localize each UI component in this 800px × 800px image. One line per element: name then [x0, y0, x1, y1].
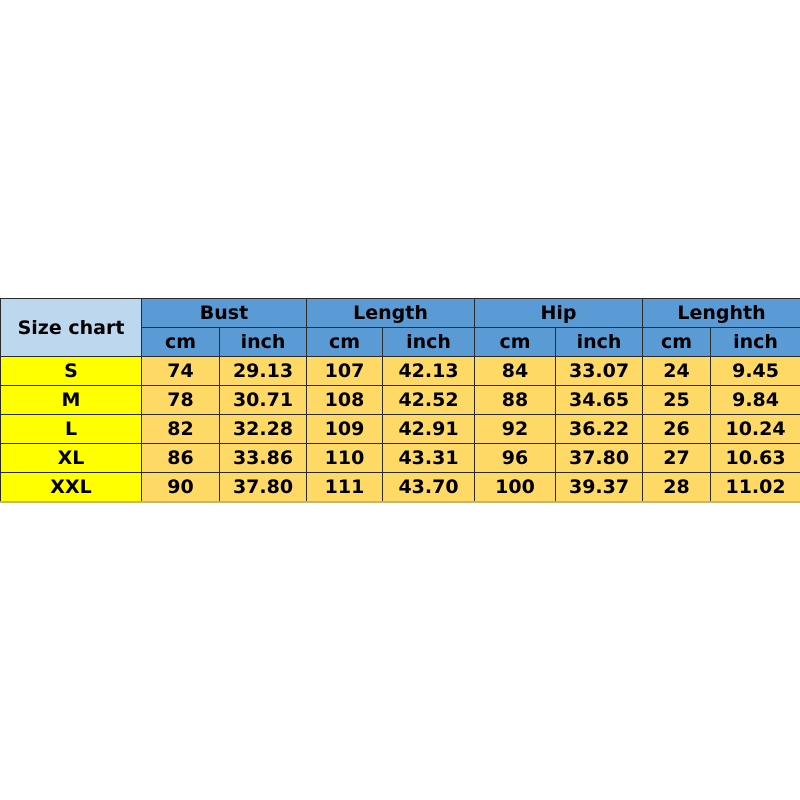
size-cell: S	[0, 356, 142, 386]
unit-header: cm	[306, 327, 383, 357]
corner-label: Size chart	[0, 298, 142, 357]
value-cell: 82	[141, 414, 220, 444]
value-cell: 24	[642, 356, 712, 386]
value-cell: 78	[141, 385, 220, 415]
group-header-lenghth: Lenghth	[642, 298, 800, 328]
size-cell: M	[0, 385, 142, 415]
value-cell: 32.28	[219, 414, 307, 444]
size-chart-table: Size chart Bust Length Hip Lenghth cm inc…	[0, 298, 800, 503]
value-cell: 86	[141, 443, 220, 473]
table-row: XL 86 33.86 110 43.31 96 37.80 27 10.63	[0, 443, 800, 473]
value-cell: 74	[141, 356, 220, 386]
value-cell: 96	[474, 443, 557, 473]
value-cell: 100	[474, 472, 557, 503]
unit-header: inch	[219, 327, 307, 357]
value-cell: 107	[306, 356, 383, 386]
value-cell: 42.52	[381, 385, 476, 415]
value-cell: 43.70	[381, 472, 476, 503]
unit-header-row: cm inch cm inch cm inch cm inch	[1, 327, 800, 357]
value-cell: 42.91	[381, 414, 476, 444]
unit-header: inch	[710, 327, 800, 357]
unit-header: inch	[381, 327, 476, 357]
value-cell: 90	[141, 472, 220, 503]
value-cell: 108	[306, 385, 383, 415]
value-cell: 84	[474, 356, 557, 386]
value-cell: 25	[642, 385, 712, 415]
size-cell: XXL	[0, 472, 142, 503]
value-cell: 10.24	[710, 414, 800, 444]
value-cell: 39.37	[555, 472, 644, 503]
value-cell: 92	[474, 414, 557, 444]
value-cell: 42.13	[381, 356, 476, 386]
value-cell: 27	[642, 443, 712, 473]
value-cell: 11.02	[710, 472, 800, 503]
unit-header: inch	[555, 327, 644, 357]
table-row: S 74 29.13 107 42.13 84 33.07 24 9.45	[0, 356, 800, 386]
group-header-length: Length	[305, 298, 476, 328]
value-cell: 30.71	[219, 385, 307, 415]
value-cell: 88	[474, 385, 557, 415]
value-cell: 33.86	[219, 443, 307, 473]
unit-header: cm	[141, 327, 220, 357]
value-cell: 37.80	[555, 443, 644, 473]
value-cell: 26	[642, 414, 712, 444]
table-row: XXL 90 37.80 111 43.70 100 39.37 28 11.02	[0, 472, 800, 503]
value-cell: 110	[306, 443, 383, 473]
table-row: M 78 30.71 108 42.52 88 34.65 25 9.84	[0, 385, 800, 415]
value-cell: 28	[642, 472, 712, 503]
table-row: L 82 32.28 109 42.91 92 36.22 26 10.24	[0, 414, 800, 444]
group-header-bust: Bust	[141, 298, 307, 328]
size-cell: XL	[0, 443, 142, 473]
value-cell: 109	[306, 414, 383, 444]
value-cell: 37.80	[219, 472, 307, 503]
size-cell: L	[0, 414, 142, 444]
group-header-row: Size chart Bust Length Hip Lenghth	[0, 298, 800, 357]
group-header-hip: Hip	[474, 298, 644, 328]
table-body: S 74 29.13 107 42.13 84 33.07 24 9.45 M 78 30.71 108…	[0, 356, 800, 503]
value-cell: 34.65	[555, 385, 644, 415]
value-cell: 29.13	[219, 356, 307, 386]
value-cell: 9.84	[710, 385, 800, 415]
unit-header: cm	[474, 327, 557, 357]
unit-header: cm	[642, 327, 712, 357]
value-cell: 36.22	[555, 414, 644, 444]
value-cell: 43.31	[381, 443, 476, 473]
value-cell: 33.07	[555, 356, 644, 386]
value-cell: 9.45	[710, 356, 800, 386]
value-cell: 10.63	[710, 443, 800, 473]
value-cell: 111	[306, 472, 383, 503]
